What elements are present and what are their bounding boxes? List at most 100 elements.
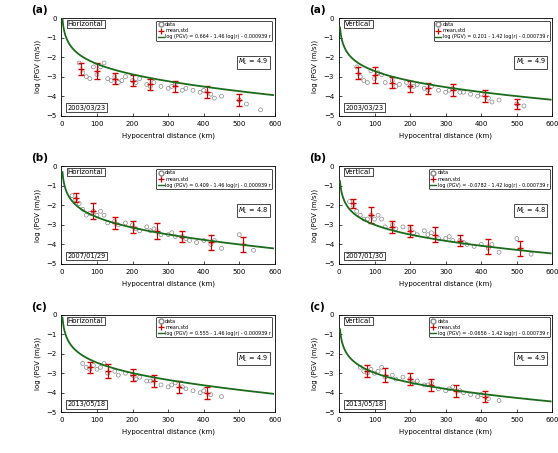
Point [181,85,190,92]
Point [352,207,361,215]
Point [374,69,383,77]
Y-axis label: log (PGV (m/s)): log (PGV (m/s)) [311,337,318,390]
Point [359,368,368,375]
Point [370,216,379,223]
X-axis label: Hypocentral distance (km): Hypocentral distance (km) [399,280,492,287]
Point [146,83,155,90]
Point [121,370,130,377]
Point [171,81,180,88]
Point [420,85,429,92]
Y-axis label: log (PGV (m/s)): log (PGV (m/s)) [34,337,41,390]
Point [356,364,365,371]
Point [171,233,180,240]
Point [142,377,151,385]
X-axis label: Hypocentral distance (km): Hypocentral distance (km) [399,429,492,435]
Point [488,241,497,248]
Point [391,376,400,383]
Point [167,83,176,90]
Point [367,212,376,219]
Point [199,387,208,395]
Point [235,231,244,238]
Point [445,385,454,392]
Point [424,381,432,389]
Point [210,237,219,244]
Point [367,67,376,74]
Point [206,241,215,248]
Point [455,89,464,96]
Point [114,222,123,229]
Point [413,377,422,385]
Point [527,251,536,258]
Point [424,231,432,238]
Point [85,366,94,373]
Point [181,235,190,242]
Legend: data, mean,std, log (PGV) = -0.0656 - 1.42 log(r) - 0.000739 r: data, mean,std, log (PGV) = -0.0656 - 1.… [429,317,550,337]
Text: $M_L$ = 4.8: $M_L$ = 4.8 [238,205,268,216]
Point [377,216,386,223]
Point [477,241,485,248]
Point [117,77,126,84]
Point [470,243,479,250]
Legend: data, mean,std, log (PGV) = 0.664 - 1.46 log(r) - 0.000939 r: data, mean,std, log (PGV) = 0.664 - 1.46… [156,20,272,41]
Point [167,381,176,389]
Point [420,381,429,389]
Text: Horizontal: Horizontal [68,21,104,27]
Point [150,376,158,383]
Point [235,96,244,104]
Point [377,71,386,78]
Point [128,77,137,84]
Point [157,381,166,389]
Point [132,79,141,86]
Point [146,377,155,385]
Point [409,229,418,236]
Point [519,102,528,110]
Point [135,227,144,234]
Point [132,376,141,383]
Point [85,75,94,82]
Point [441,89,450,96]
Y-axis label: log (PGV (m/s)): log (PGV (m/s)) [311,188,318,242]
Point [199,87,208,94]
Point [103,370,112,377]
Point [466,91,475,98]
Y-axis label: log (PGV (m/s)): log (PGV (m/s)) [34,188,41,242]
Point [473,393,482,400]
Point [75,200,84,207]
Point [512,235,521,242]
Text: (a): (a) [309,5,326,15]
Point [100,59,109,67]
Text: 2013/05/18: 2013/05/18 [345,401,383,407]
Point [78,206,87,213]
Point [455,237,464,244]
Point [363,216,372,223]
Point [391,225,400,232]
Point [484,395,493,402]
Point [206,391,215,398]
Point [71,196,80,203]
Point [356,212,365,219]
Point [445,87,454,94]
Point [107,77,116,84]
Point [96,207,105,215]
Legend: data, mean,std, log (PGV) = -0.0782 - 1.42 log(r) - 0.000739 r: data, mean,std, log (PGV) = -0.0782 - 1.… [429,169,550,189]
Text: $M_L$ = 4.8: $M_L$ = 4.8 [516,205,546,216]
Text: Vertical: Vertical [345,169,372,175]
X-axis label: Hypocentral distance (km): Hypocentral distance (km) [399,132,492,139]
Point [484,245,493,252]
Point [96,63,105,71]
Point [363,370,372,377]
Text: (a): (a) [31,5,48,15]
Point [477,391,485,398]
Point [100,212,109,219]
Text: Vertical: Vertical [345,318,372,323]
Point [85,210,94,217]
Point [171,379,180,386]
Point [388,77,397,84]
Point [178,383,187,390]
Text: 2003/03/23: 2003/03/23 [345,105,383,111]
Point [178,87,187,94]
Point [181,385,190,392]
Point [434,235,443,242]
Point [463,241,472,248]
Point [135,373,144,381]
